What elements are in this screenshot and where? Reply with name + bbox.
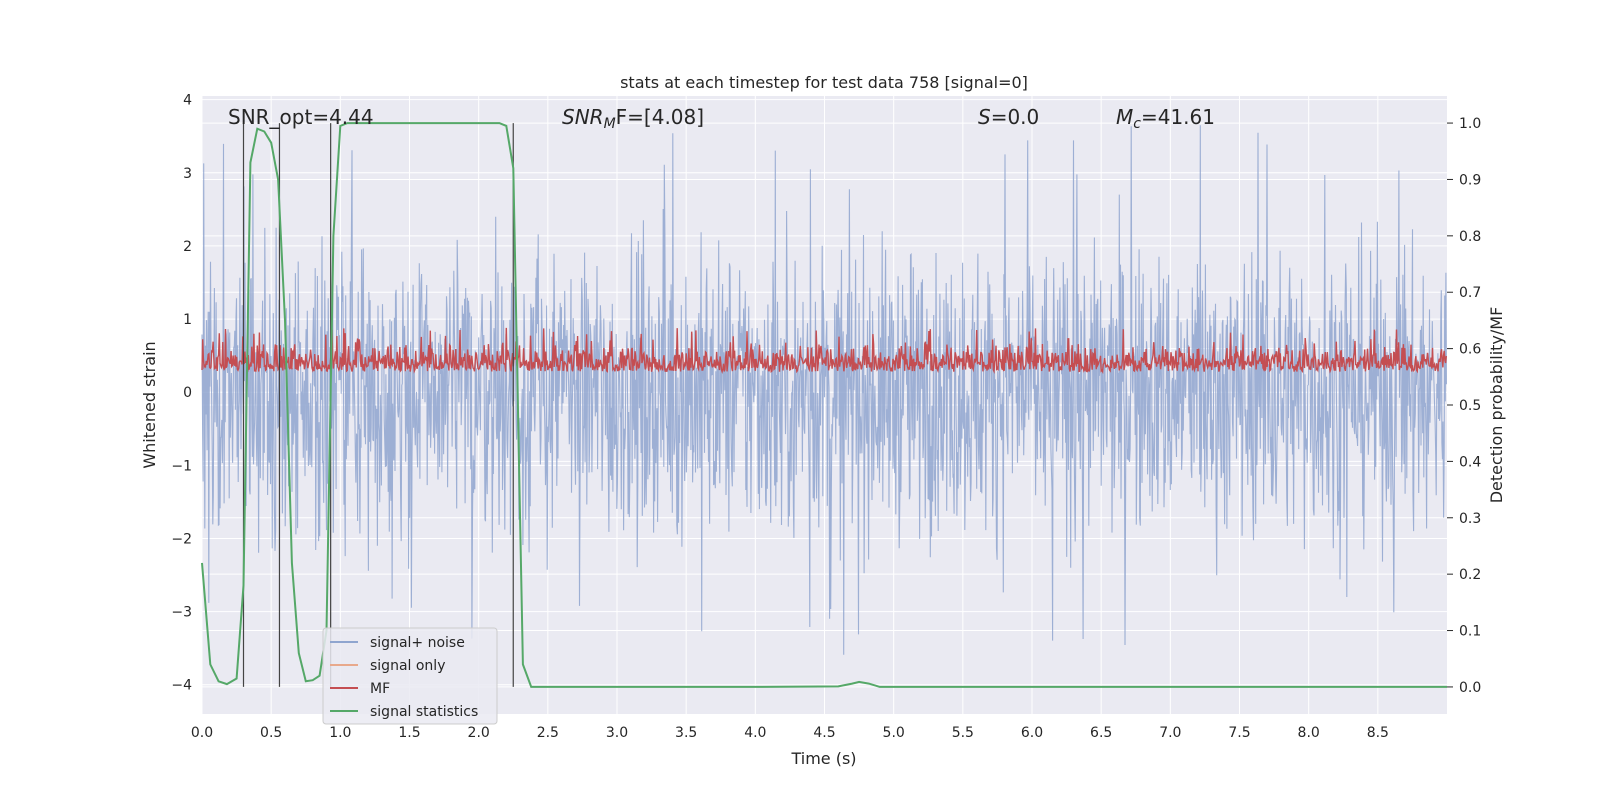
- x-tick-label: 7.5: [1228, 725, 1250, 741]
- y-tick-label: 0: [183, 385, 192, 401]
- x-tick-label: 5.0: [883, 725, 905, 741]
- annotation-mc: Mc=41.61: [1116, 105, 1215, 132]
- y-tick-label: 4: [183, 93, 192, 109]
- x-tick-label: 6.5: [1090, 725, 1112, 741]
- y2-tick-label: 0.5: [1459, 398, 1481, 414]
- y2-tick-label: 0.1: [1459, 624, 1481, 640]
- mf-line: [201, 327, 1447, 375]
- x-tick-label: 7.0: [1159, 725, 1181, 741]
- x-tick-label: 3.5: [675, 725, 697, 741]
- x-tick-label: 2.0: [468, 725, 490, 741]
- annotation-s: S=0.0: [978, 105, 1039, 129]
- y-tick-label: −4: [171, 678, 192, 694]
- legend-label-mf: MF: [370, 681, 390, 697]
- x-axis-ticks: 0.0 0.5 1.0 1.5 2.0 2.5 3.0 3.5 4.0 4.5 5.0 5.5 6.0 6…: [191, 725, 1389, 741]
- y2-tick-label: 0.4: [1459, 454, 1481, 470]
- y2-axis-ticks: 0.0 0.1 0.2 0.3 0.4 0.5 0.6 0.7 0.8 0.9 1.0: [1447, 116, 1481, 696]
- y-tick-label: −1: [171, 458, 192, 474]
- y2-tick-label: 0.3: [1459, 511, 1481, 527]
- y2-axis-label: Detection probability/MF: [1487, 307, 1506, 504]
- x-tick-label: 2.5: [537, 725, 559, 741]
- legend-label-signal-only: signal only: [370, 658, 445, 674]
- y2-tick-label: 0.6: [1459, 342, 1481, 358]
- x-tick-label: 8.0: [1298, 725, 1320, 741]
- x-tick-label: 4.0: [744, 725, 766, 741]
- y-tick-label: 1: [183, 312, 192, 328]
- x-tick-label: 0.5: [260, 725, 282, 741]
- annotation-snr-opt: SNR_opt=4.44: [228, 105, 374, 129]
- x-tick-label: 3.0: [606, 725, 628, 741]
- x-axis-label: Time (s): [790, 749, 856, 768]
- series-signal-statistics: [201, 122, 1447, 688]
- y2-tick-label: 0.8: [1459, 229, 1481, 245]
- y-axis-label: Whitened strain: [140, 341, 159, 468]
- y2-tick-label: 0.7: [1459, 285, 1481, 301]
- x-tick-label: 5.5: [952, 725, 974, 741]
- y-axis-ticks: −4 −3 −2 −1 0 1 2 3 4: [171, 93, 192, 694]
- y2-tick-label: 0.2: [1459, 567, 1481, 583]
- x-tick-label: 0.0: [191, 725, 213, 741]
- x-tick-label: 1.5: [398, 725, 420, 741]
- series-mf: [201, 327, 1447, 375]
- y2-tick-label: 1.0: [1459, 116, 1481, 132]
- x-tick-label: 6.0: [1021, 725, 1043, 741]
- signal-statistics-line: [201, 122, 1447, 688]
- grid: [201, 96, 1447, 714]
- y-tick-label: −3: [171, 605, 192, 621]
- legend: signal+ noise signal only MF signal stat…: [322, 627, 498, 725]
- x-tick-label: 1.0: [329, 725, 351, 741]
- y-tick-label: −2: [171, 531, 192, 547]
- legend-label-signal-noise: signal+ noise: [370, 635, 465, 651]
- annotation-snr-mf: SNRMF=[4.08]: [562, 105, 704, 132]
- y2-tick-label: 0.9: [1459, 172, 1481, 188]
- chart-title: stats at each timestep for test data 758…: [620, 73, 1028, 92]
- y-tick-label: 3: [183, 166, 192, 182]
- legend-box: [322, 627, 498, 725]
- y-tick-label: 2: [183, 239, 192, 255]
- y2-tick-label: 0.0: [1459, 680, 1481, 696]
- x-tick-label: 8.5: [1367, 725, 1389, 741]
- legend-label-signal-statistics: signal statistics: [370, 704, 478, 720]
- x-tick-label: 4.5: [813, 725, 835, 741]
